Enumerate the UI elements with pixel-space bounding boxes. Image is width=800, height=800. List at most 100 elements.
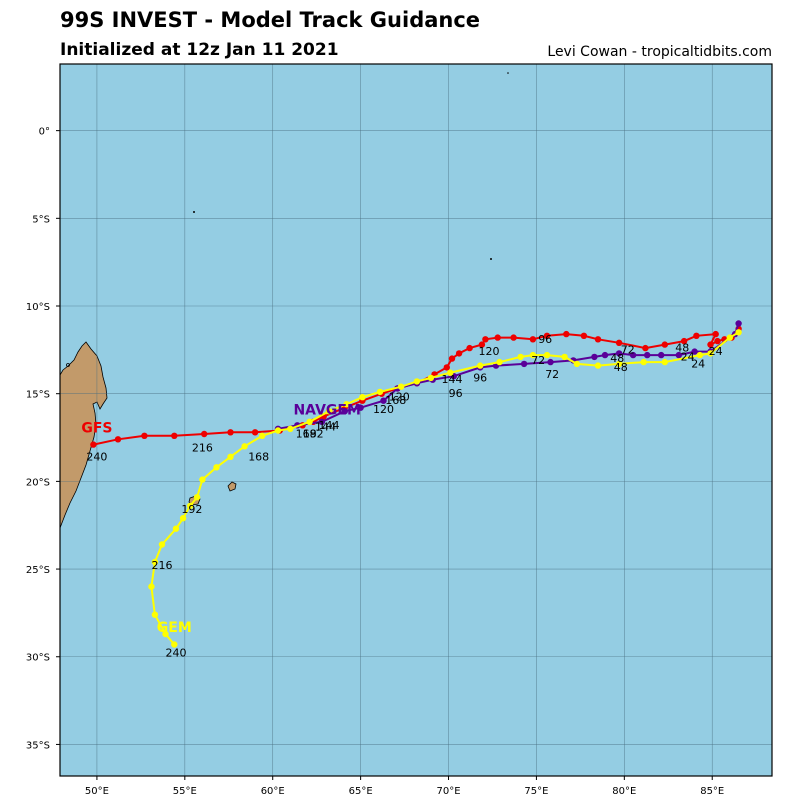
navgem-track-point: [591, 353, 598, 361]
navgem-track-point: [380, 397, 387, 404]
gem-track-point: [186, 502, 194, 510]
gem-hour-label: 144: [315, 421, 336, 434]
gem-track-point: [213, 464, 220, 471]
gfs-hour-label: 48: [675, 342, 689, 355]
gem-track-point: [529, 351, 537, 359]
gem-track-point: [325, 408, 333, 415]
gem-track-point: [413, 378, 421, 385]
navgem-hour-label: 168: [296, 428, 317, 441]
gfs-hour-label: 168: [385, 394, 406, 407]
navgem-track-point: [691, 348, 698, 355]
gfs-track-point: [707, 341, 714, 348]
navgem-track-point: [615, 350, 623, 357]
navgem-hour-label: 72: [545, 368, 559, 381]
gem-track-point: [376, 388, 384, 396]
gem-track-point: [148, 583, 155, 590]
gfs-hour-label: 144: [442, 373, 463, 386]
gem-track-point: [543, 351, 551, 359]
gem-track-point: [615, 360, 623, 368]
gfs-track-point: [227, 429, 234, 436]
lat-tick-label: 10°S: [26, 302, 50, 313]
navgem-track-point: [357, 404, 364, 411]
gem-track-point: [707, 350, 714, 357]
gem-track-point: [735, 329, 742, 336]
gem-track-point: [343, 401, 350, 408]
gfs-track-point: [251, 429, 259, 436]
navgem-track-point: [735, 320, 742, 327]
navgem-track-point: [547, 358, 554, 366]
gfs-track-point: [443, 364, 450, 371]
gfs-hour-label: 96: [538, 333, 552, 346]
gfs-track-point: [466, 344, 473, 352]
graticule: [60, 64, 772, 776]
gem-hour-label: 240: [166, 647, 187, 660]
gfs-track-point: [201, 430, 208, 438]
lon-tick-label: 75°E: [524, 786, 548, 797]
lon-tick-label: 65°E: [349, 786, 373, 797]
lat-tick-label: 15°S: [26, 390, 50, 401]
gfs-track-point: [580, 332, 588, 339]
gfs-track-point: [448, 355, 456, 362]
gem-track-point: [199, 476, 206, 483]
gem-track-point: [171, 641, 178, 648]
gfs-track-point: [714, 337, 721, 345]
navgem-hour-label: 120: [373, 403, 394, 416]
gfs-hour-label: 216: [192, 442, 213, 455]
lat-tick-label: 5°S: [32, 214, 50, 225]
gfs-track-point: [693, 332, 700, 339]
gfs-hour-label: 72: [621, 343, 635, 356]
gem-track-point: [496, 358, 503, 366]
gem-track[interactable]: [148, 329, 742, 648]
gem-track-point: [359, 394, 366, 401]
gem-track-point: [561, 353, 568, 361]
gem-track-point: [447, 369, 454, 376]
gfs-track-point: [455, 350, 463, 357]
gem-track-point: [287, 425, 294, 432]
navgem-model-label: NAVGEM: [293, 403, 360, 419]
gem-model-label: GEM: [157, 620, 192, 636]
gfs-track-point: [482, 336, 489, 343]
gfs-track-point: [594, 336, 602, 343]
gfs-track-point: [529, 336, 537, 343]
gem-track-point: [193, 494, 201, 501]
navgem-track-point: [520, 360, 528, 368]
gem-track-point: [179, 515, 187, 522]
axis-ticks: 50°E 55°E 60°E 65°E 70°E 75°E 80°E 85°E 0° 5°S 10°…: [26, 127, 724, 797]
gfs-hour-label: 240: [86, 450, 107, 463]
gem-track-point: [517, 353, 524, 361]
gfs-track-point: [642, 344, 649, 352]
lat-tick-label: 35°S: [26, 740, 50, 751]
gem-hour-label: 24: [681, 350, 695, 363]
gem-hour-label: 216: [152, 559, 173, 572]
gfs-track-point: [615, 339, 623, 346]
init-time: Initialized at 12z Jan 11 2021: [60, 40, 339, 60]
gem-track-point: [151, 558, 159, 566]
gfs-track-point: [680, 337, 688, 345]
lat-tick-label: 20°S: [26, 477, 50, 488]
gem-hour-label: 96: [473, 371, 487, 384]
navgem-track-point: [318, 418, 326, 425]
gem-track-point: [306, 418, 313, 425]
gfs-hour-label: 24: [709, 345, 723, 358]
credit-text: Levi Cowan - tropicaltidbits.com: [547, 44, 772, 60]
map-title: 99S INVEST - Model Track Guidance: [60, 8, 481, 32]
model-tracks: [90, 320, 742, 648]
gfs-track-point: [171, 432, 178, 439]
navgem-track-point: [644, 351, 651, 359]
gfs-track-point: [494, 334, 501, 341]
small-island: [490, 258, 492, 260]
lat-tick-label: 30°S: [26, 653, 50, 664]
lon-tick-label: 55°E: [173, 786, 197, 797]
gfs-hour-label: 120: [479, 345, 500, 358]
gem-hour-label: 192: [181, 503, 202, 516]
gem-track-point: [696, 351, 704, 359]
gem-track-point: [427, 374, 435, 382]
gem-track-point: [274, 427, 282, 434]
navgem-track-point: [629, 351, 637, 359]
lon-tick-label: 50°E: [85, 786, 109, 797]
map-frame: [59, 63, 773, 777]
gfs-track-point: [478, 341, 486, 348]
lon-tick-label: 80°E: [612, 786, 636, 797]
lon-tick-label: 60°E: [261, 786, 285, 797]
